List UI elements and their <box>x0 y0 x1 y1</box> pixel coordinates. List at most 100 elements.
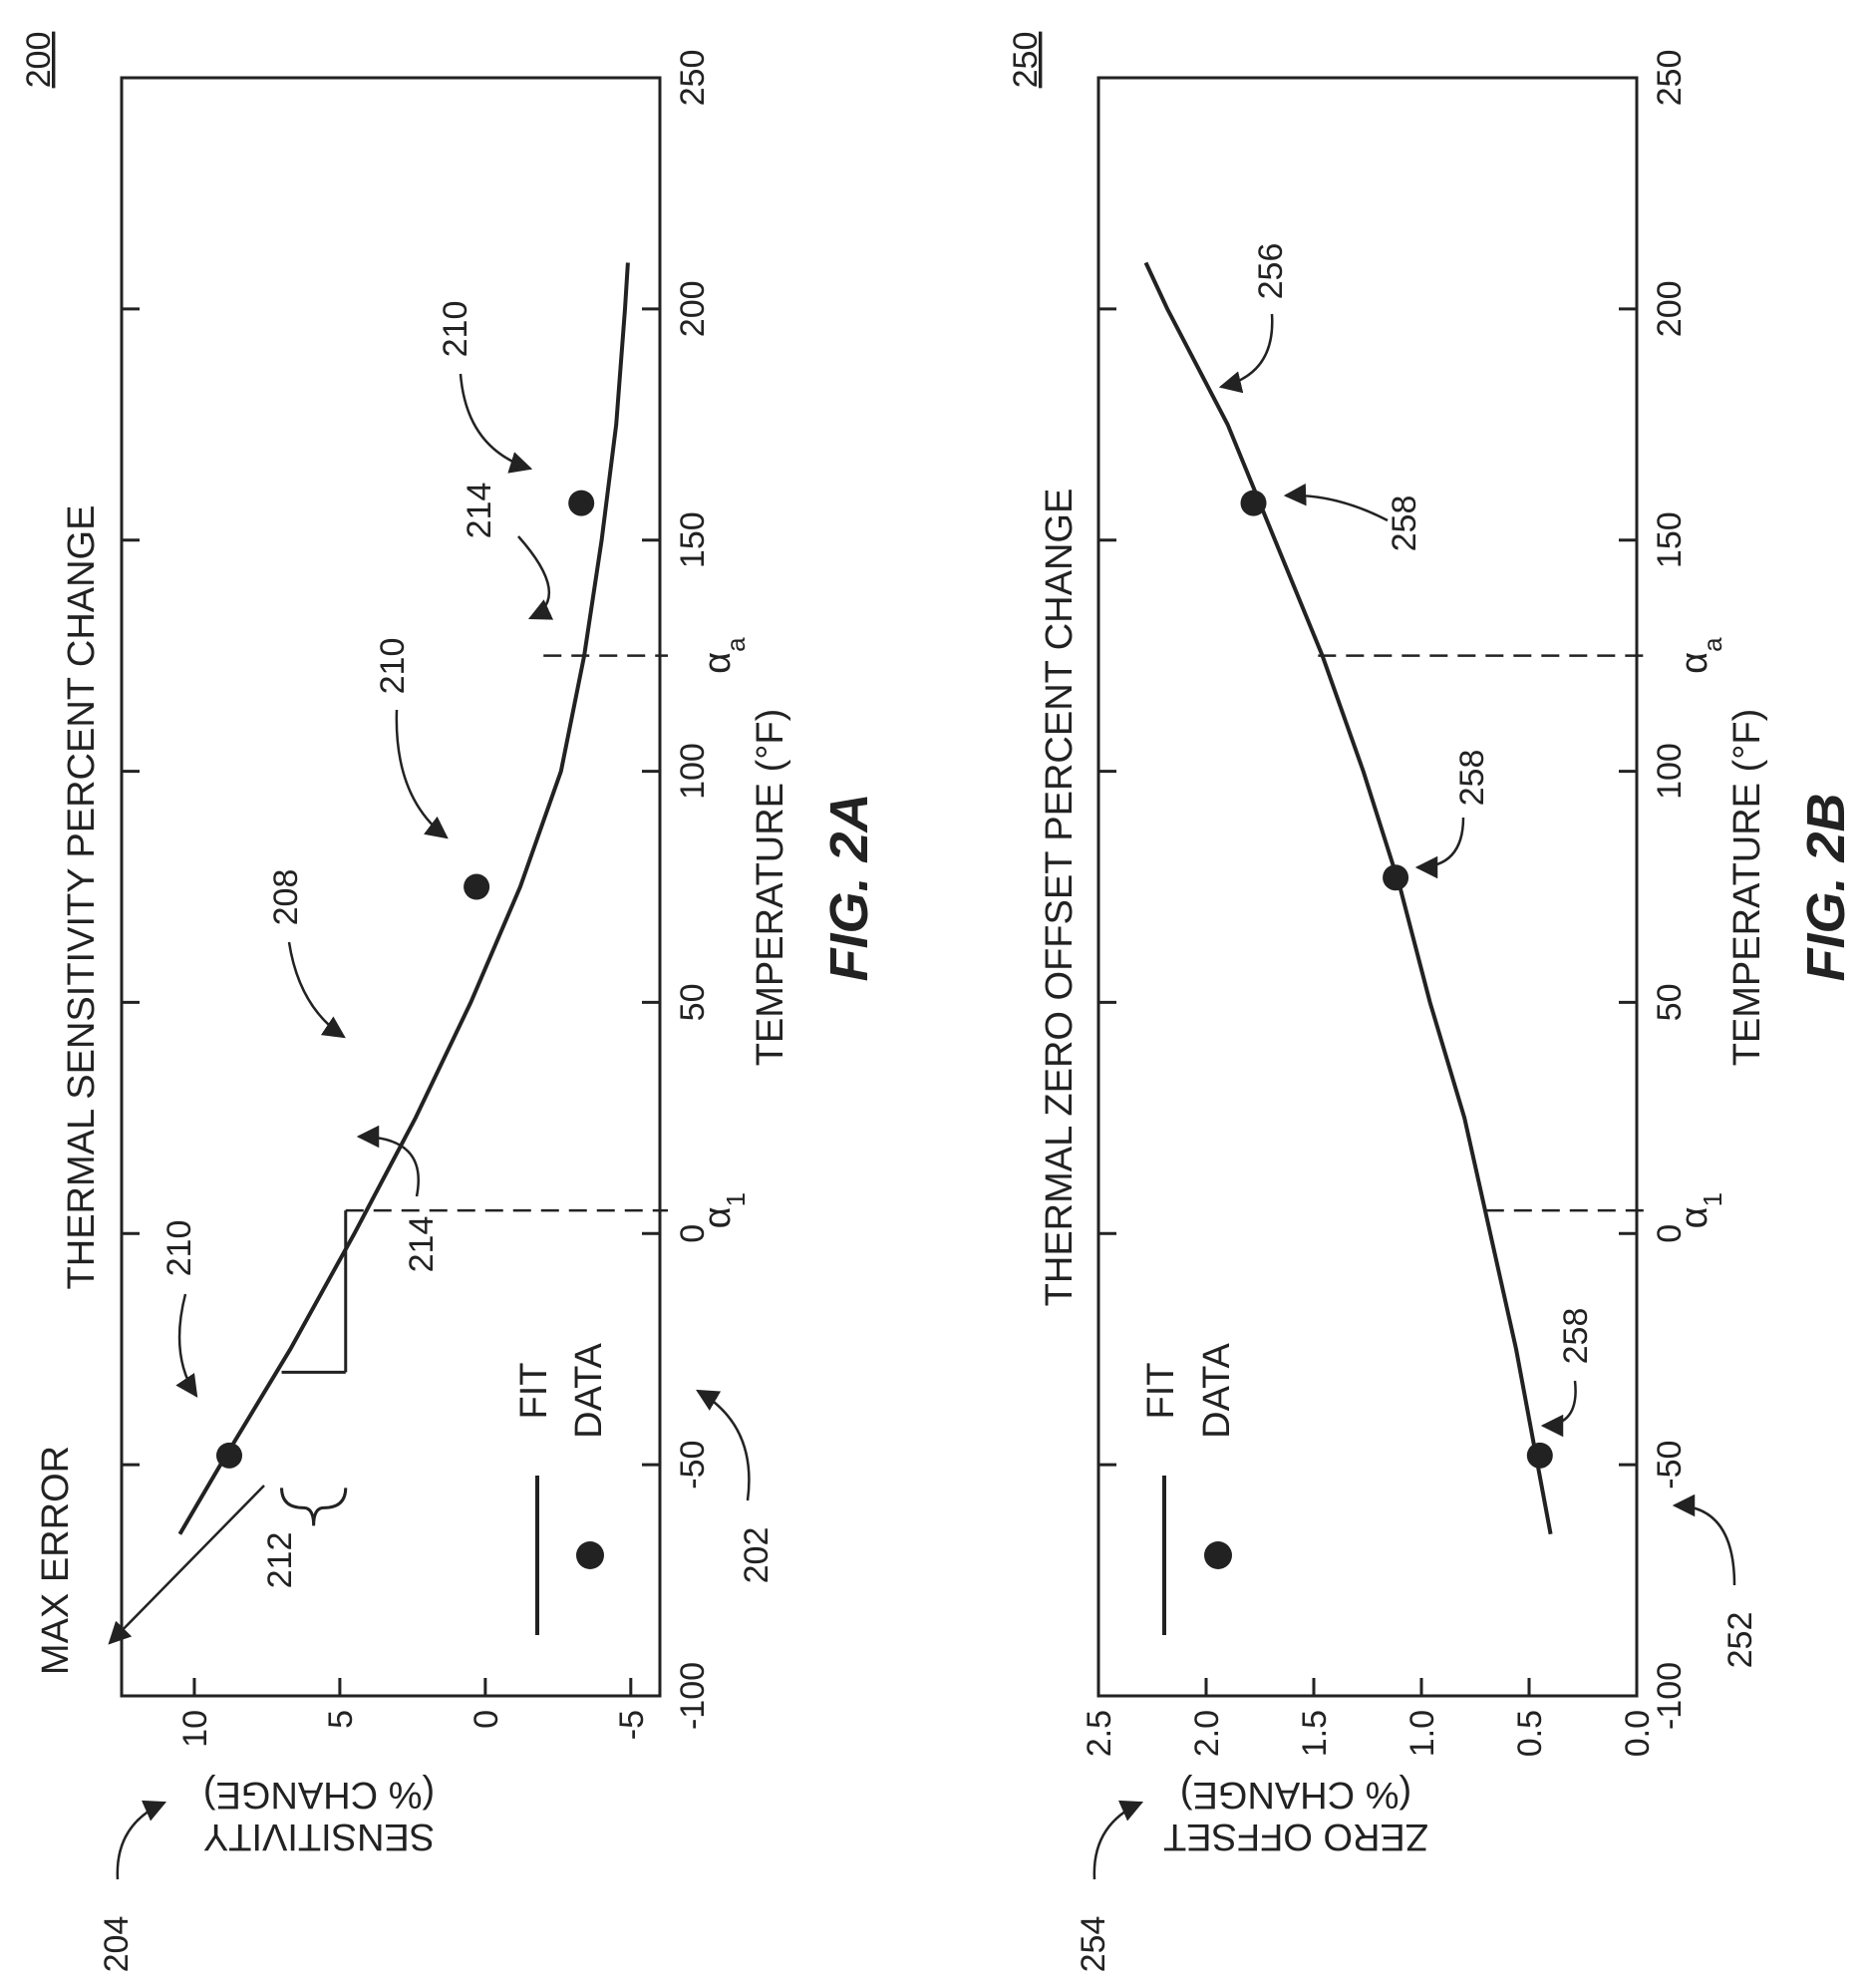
y-tick-label: 1.5 <box>1296 1710 1334 1757</box>
ref-208: 208 <box>267 869 305 926</box>
data-point <box>568 490 595 516</box>
x-tick-label: 250 <box>1651 50 1689 107</box>
alpha-marker-label: α1 <box>1674 1192 1727 1228</box>
max-error-label: MAX ERROR <box>35 1446 77 1675</box>
max-error-leader <box>108 1485 265 1645</box>
fig-2a-max-error-annotation: MAX ERROR 212 <box>35 1210 348 1675</box>
ref-210-b: 210 <box>374 638 412 695</box>
y-tick-label: 0.5 <box>1511 1710 1549 1757</box>
fig-2a-plot-frame <box>120 76 662 1698</box>
alpha-subscript: a <box>721 637 751 652</box>
legend-data-marker <box>1204 1541 1232 1569</box>
y-tick-label: 2.0 <box>1188 1710 1226 1757</box>
alpha-subscript: 1 <box>721 1192 751 1206</box>
bracket-ref-212: 212 <box>261 1532 299 1589</box>
ref-258-c-arrow <box>1540 1380 1577 1438</box>
ref-258-a-arrow <box>1283 483 1389 522</box>
ref-214-a: 214 <box>403 1216 441 1273</box>
data-point <box>216 1442 242 1469</box>
fig-2b-figure-label: FIG. 2B <box>1796 793 1856 981</box>
fig-2b-legend: FIT DATA <box>1140 1343 1238 1635</box>
ref-258-a: 258 <box>1386 496 1423 552</box>
ref-252: 252 <box>1721 1612 1759 1669</box>
ref-202-arrow <box>696 1389 751 1501</box>
data-point <box>1383 864 1409 891</box>
fig-2b-xlabel: TEMPERATURE (°F) <box>1726 709 1768 1067</box>
legend-fit-label: FIT <box>513 1363 555 1420</box>
data-point <box>464 873 490 900</box>
ref-204: 204 <box>98 1916 136 1973</box>
fig-2b-plot-frame <box>1096 76 1639 1698</box>
ref-254-arrow <box>1092 1800 1144 1880</box>
ref-258-b: 258 <box>1453 750 1491 807</box>
alpha-subscript: a <box>1698 637 1727 652</box>
legend-fit-label: FIT <box>1140 1363 1182 1420</box>
ref-210-b-arrow <box>395 709 449 839</box>
fig-2a-title: THERMAL SENSITIVITY PERCENT CHANGE <box>61 505 103 1290</box>
fig-2a-fit-line <box>177 262 630 1535</box>
legend-data-marker <box>576 1541 604 1569</box>
fig-2a-legend: FIT DATA <box>513 1343 610 1635</box>
data-point <box>1526 1442 1553 1469</box>
y-tick-label: 1.0 <box>1403 1710 1441 1757</box>
ref-252-arrow <box>1672 1493 1736 1586</box>
ref-214-a-arrow <box>356 1125 420 1197</box>
ref-210-c: 210 <box>437 301 474 358</box>
fig-2b-chart: -100 -50 0 50 100 150 200 250 0.0 0.5 1.0 1.5 2.0 2.… <box>1039 50 1856 1973</box>
y-tick-label: 2.5 <box>1081 1710 1118 1757</box>
ref-204-arrow <box>116 1800 167 1880</box>
x-tick-label: 100 <box>674 743 712 800</box>
x-tick-label: 50 <box>674 984 712 1022</box>
legend-data-label: DATA <box>1196 1343 1238 1439</box>
fig-2a-xlabel: TEMPERATURE (°F) <box>750 709 791 1067</box>
alpha-symbol: α <box>1674 1206 1715 1228</box>
ref-214-b: 214 <box>461 483 498 539</box>
y-tick-label: -5 <box>613 1710 651 1740</box>
ref-254: 254 <box>1075 1916 1112 1973</box>
ref-258-c: 258 <box>1557 1308 1595 1365</box>
ref-258-b-arrow <box>1414 817 1465 879</box>
x-tick-label: -50 <box>674 1441 712 1490</box>
data-point <box>1240 490 1267 516</box>
fig-2a-figure-label: FIG. 2A <box>819 793 879 981</box>
ref-202: 202 <box>738 1527 776 1584</box>
x-tick-label: 100 <box>1651 743 1689 800</box>
fig-2b-ylabel-line2: (% CHANGE) <box>1180 1774 1411 1816</box>
fig-2a-ylabel-line1: SENSITIVITY <box>203 1816 435 1857</box>
x-tick-label: 150 <box>674 511 712 568</box>
legend-data-label: DATA <box>568 1343 610 1439</box>
x-tick-label: -50 <box>1651 1441 1689 1490</box>
fig-2b-ref: 250 <box>1007 32 1045 89</box>
y-tick-label: 10 <box>176 1710 214 1748</box>
fig-2b-title: THERMAL ZERO OFFSET PERCENT CHANGE <box>1039 489 1081 1307</box>
alpha-symbol: α <box>697 1206 739 1228</box>
x-tick-label: 200 <box>674 280 712 337</box>
ref-256: 256 <box>1252 243 1290 300</box>
alpha-marker-label: αa <box>697 637 751 674</box>
fig-2a-ylabel-line2: (% CHANGE) <box>203 1774 435 1816</box>
y-tick-label: 0.0 <box>1619 1710 1657 1757</box>
x-tick-label: 50 <box>1651 984 1689 1022</box>
y-tick-label: 0 <box>467 1710 505 1729</box>
max-error-bracket <box>280 1210 348 1526</box>
ref-256-arrow <box>1218 313 1274 394</box>
alpha-marker-label: α1 <box>697 1192 751 1228</box>
alpha-symbol: α <box>1674 652 1715 674</box>
x-tick-label: 150 <box>1651 511 1689 568</box>
fig-2b-ylabel-line1: ZERO OFFSET <box>1163 1816 1428 1857</box>
alpha-symbol: α <box>697 652 739 674</box>
ref-214-b-arrow <box>517 535 554 620</box>
y-tick-label: 5 <box>322 1710 360 1729</box>
ref-210-a-arrow <box>175 1293 198 1398</box>
alpha-subscript: 1 <box>1698 1192 1727 1206</box>
x-tick-label: 250 <box>674 50 712 107</box>
x-tick-label: 0 <box>1651 1224 1689 1243</box>
x-tick-label: -100 <box>1651 1662 1689 1730</box>
alpha-marker-label: αa <box>1674 637 1727 674</box>
ref-210-a: 210 <box>160 1220 198 1277</box>
ref-210-c-arrow <box>459 373 533 474</box>
x-tick-label: -100 <box>674 1662 712 1730</box>
ref-208-arrow <box>287 941 346 1039</box>
